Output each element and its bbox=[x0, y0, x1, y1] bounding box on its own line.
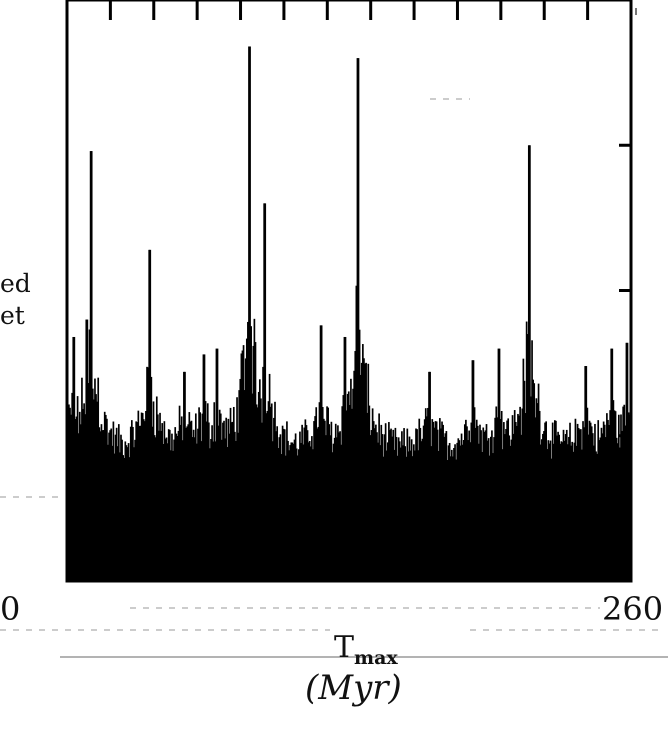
histogram-bar bbox=[356, 58, 359, 582]
histogram-bar bbox=[343, 336, 346, 581]
histogram-bar bbox=[249, 46, 251, 582]
histogram-bar bbox=[526, 334, 529, 581]
x-axis-label-subscript: max bbox=[354, 647, 398, 669]
y-axis-label-line-2: et bbox=[0, 301, 25, 330]
histogram-bar bbox=[248, 46, 250, 582]
histogram-bar bbox=[358, 329, 361, 581]
histogram-bar bbox=[531, 340, 533, 581]
x-tick-label-max: 260 bbox=[602, 590, 664, 628]
histogram-bar bbox=[254, 342, 257, 581]
histogram-bar bbox=[89, 151, 92, 581]
histogram-bar bbox=[247, 321, 249, 581]
histogram-bar bbox=[319, 325, 322, 581]
histogram-bar bbox=[263, 203, 265, 581]
x-tick-label-min: 0 bbox=[0, 590, 21, 628]
histogram-bar bbox=[85, 319, 88, 581]
histogram-bar bbox=[355, 285, 358, 581]
histogram-bar bbox=[529, 145, 531, 581]
y-axis-label-line-1: ed bbox=[0, 269, 31, 298]
x-axis-label: Tmax bbox=[334, 630, 398, 669]
histogram-base-fill bbox=[67, 464, 631, 581]
histogram-bar bbox=[149, 249, 152, 581]
scan-artifacts bbox=[0, 8, 668, 658]
histogram-bar bbox=[245, 338, 248, 581]
histogram-bar bbox=[362, 344, 364, 581]
histogram-bar bbox=[625, 342, 628, 581]
histogram-bar bbox=[253, 318, 256, 581]
histogram-bar bbox=[252, 345, 255, 581]
histogram-bar bbox=[357, 58, 360, 582]
bar-series bbox=[67, 46, 632, 582]
histogram-bar bbox=[250, 326, 252, 581]
histogram-bar bbox=[148, 249, 151, 581]
histogram-bar bbox=[525, 321, 528, 581]
histogram-bar bbox=[527, 145, 530, 581]
x-axis-unit: (Myr) bbox=[305, 668, 402, 708]
histogram-bar bbox=[88, 329, 91, 581]
histogram-bar bbox=[626, 342, 629, 581]
x-axis-label-main: T bbox=[334, 630, 355, 665]
axis-ticks bbox=[108, 0, 631, 438]
histogram-bar bbox=[90, 151, 93, 581]
histogram-bar bbox=[73, 336, 76, 581]
histogram-bar bbox=[72, 336, 75, 581]
histogram-bar bbox=[320, 325, 323, 581]
y-axis-label: ed et bbox=[0, 268, 31, 332]
histogram-bar bbox=[264, 203, 267, 581]
histogram-bar bbox=[344, 336, 347, 581]
histogram-bar bbox=[242, 345, 245, 581]
histogram-bar bbox=[86, 319, 89, 581]
